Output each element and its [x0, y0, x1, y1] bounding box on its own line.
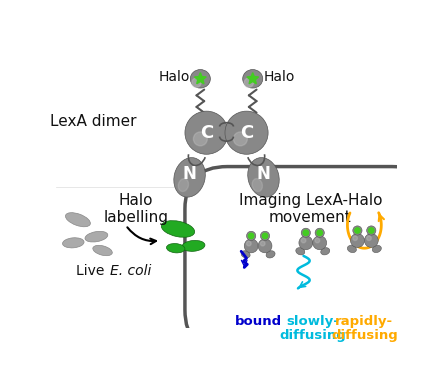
Circle shape: [313, 236, 327, 250]
Text: Halo: Halo: [263, 70, 295, 84]
Circle shape: [194, 132, 207, 146]
Circle shape: [315, 238, 320, 243]
Circle shape: [233, 132, 248, 146]
Ellipse shape: [266, 251, 275, 258]
Text: Halo
labelling: Halo labelling: [103, 193, 168, 225]
Circle shape: [192, 78, 201, 87]
Circle shape: [248, 233, 254, 238]
Circle shape: [244, 239, 258, 253]
Circle shape: [364, 234, 378, 247]
Ellipse shape: [248, 158, 279, 197]
Ellipse shape: [191, 70, 210, 88]
Circle shape: [225, 111, 268, 154]
Text: bound: bound: [235, 315, 282, 328]
Circle shape: [185, 111, 228, 154]
Ellipse shape: [93, 245, 112, 256]
Ellipse shape: [85, 231, 108, 242]
Circle shape: [351, 234, 364, 247]
Polygon shape: [247, 72, 259, 84]
FancyBboxPatch shape: [185, 167, 434, 352]
Circle shape: [258, 239, 272, 253]
Circle shape: [299, 236, 313, 250]
Text: E. coli: E. coli: [110, 264, 152, 278]
Ellipse shape: [161, 221, 194, 237]
Circle shape: [369, 228, 374, 233]
Ellipse shape: [167, 244, 185, 253]
Circle shape: [367, 236, 371, 241]
Text: slowly-
diffusing: slowly- diffusing: [279, 315, 346, 342]
Text: N: N: [256, 164, 271, 183]
Text: C: C: [200, 124, 213, 142]
Circle shape: [260, 241, 265, 246]
Ellipse shape: [296, 248, 305, 255]
Ellipse shape: [241, 251, 250, 258]
Circle shape: [353, 226, 362, 235]
Circle shape: [367, 226, 376, 235]
Text: Live: Live: [76, 264, 109, 278]
Circle shape: [301, 228, 310, 237]
Ellipse shape: [65, 213, 90, 227]
Circle shape: [355, 228, 360, 233]
Ellipse shape: [63, 238, 84, 248]
Circle shape: [247, 231, 256, 241]
Circle shape: [303, 230, 309, 236]
Ellipse shape: [372, 245, 381, 252]
Text: LexA dimer: LexA dimer: [50, 114, 137, 129]
Circle shape: [315, 228, 324, 237]
Ellipse shape: [321, 248, 330, 255]
Circle shape: [260, 231, 270, 241]
Ellipse shape: [243, 70, 263, 88]
Text: N: N: [183, 164, 197, 183]
Text: Imaging LexA-Halo
movement: Imaging LexA-Halo movement: [239, 193, 382, 225]
Ellipse shape: [182, 240, 205, 251]
Ellipse shape: [347, 245, 356, 252]
Ellipse shape: [178, 178, 189, 191]
Circle shape: [263, 233, 268, 238]
Circle shape: [244, 78, 253, 87]
Text: C: C: [240, 124, 253, 142]
Circle shape: [301, 238, 306, 243]
Text: Halo: Halo: [158, 70, 190, 84]
Ellipse shape: [174, 158, 206, 197]
Circle shape: [317, 230, 322, 236]
Ellipse shape: [252, 178, 263, 191]
Text: rapidly-
diffusing: rapidly- diffusing: [331, 315, 398, 342]
Circle shape: [353, 236, 358, 241]
Circle shape: [247, 241, 251, 246]
Polygon shape: [194, 72, 206, 84]
